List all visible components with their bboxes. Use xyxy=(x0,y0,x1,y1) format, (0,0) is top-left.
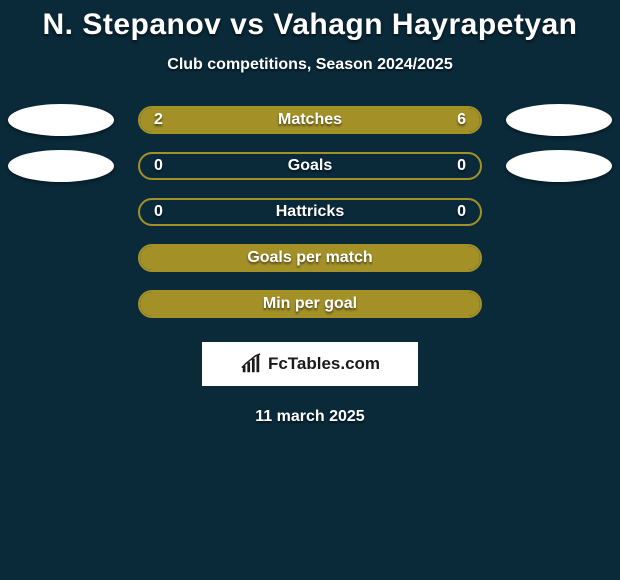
stat-value-left: 0 xyxy=(154,154,163,178)
bar-fill xyxy=(140,246,480,270)
date-label: 11 march 2025 xyxy=(255,408,364,426)
stat-row: Goals per match xyxy=(0,244,620,272)
stat-value-right: 0 xyxy=(457,154,466,178)
stat-rows: 26Matches00Goals00HattricksGoals per mat… xyxy=(0,106,620,336)
player-right-avatar xyxy=(506,150,612,182)
bar-fill-left xyxy=(140,108,211,132)
subtitle: Club competitions, Season 2024/2025 xyxy=(167,56,452,74)
brand-badge[interactable]: FcTables.com xyxy=(202,342,418,386)
stat-bar: 26Matches xyxy=(138,106,482,134)
comparison-card: N. Stepanov vs Vahagn Hayrapetyan Club c… xyxy=(0,0,620,426)
stat-label: Goals xyxy=(140,154,480,178)
stat-label: Hattricks xyxy=(140,200,480,224)
stat-bar: 0 0Goals xyxy=(138,152,482,180)
stat-row: Min per goal xyxy=(0,290,620,318)
stat-bar: Min per goal xyxy=(138,290,482,318)
brand-text: FcTables.com xyxy=(268,354,380,374)
player-left-avatar xyxy=(8,104,114,136)
stat-row: 0 0Hattricks xyxy=(0,198,620,226)
stat-value-left: 0 xyxy=(154,200,163,224)
bar-fill xyxy=(140,292,480,316)
player-left-avatar xyxy=(8,150,114,182)
stat-value-right: 0 xyxy=(457,200,466,224)
page-title: N. Stepanov vs Vahagn Hayrapetyan xyxy=(42,8,577,42)
stat-bar: Goals per match xyxy=(138,244,482,272)
player-right-avatar xyxy=(506,104,612,136)
stat-row: 0 0Goals xyxy=(0,152,620,180)
chart-icon xyxy=(240,353,262,375)
bar-fill-right xyxy=(211,108,480,132)
stat-bar: 0 0Hattricks xyxy=(138,198,482,226)
stat-row: 26Matches xyxy=(0,106,620,134)
